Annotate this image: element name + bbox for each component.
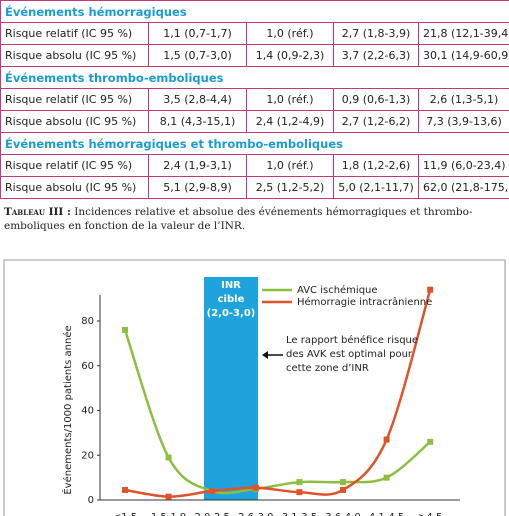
marker [296, 479, 303, 486]
inr-band [204, 277, 258, 500]
section-row: Événements hémorragiques [0, 0, 509, 23]
x-tick-label: 3,1-3,5 [282, 512, 317, 516]
value-cell: 2,7 (1,2-6,2) [333, 110, 419, 133]
value-cell: 2,4 (1,9-3,1) [148, 154, 247, 177]
value-cell: 1,1 (0,7-1,7) [148, 22, 247, 45]
marker [427, 438, 434, 445]
x-tick-label: >4,5 [418, 512, 442, 516]
value-cell: 1,0 (réf.) [246, 88, 334, 111]
row-label: Risque absolu (IC 95 %) [0, 176, 149, 199]
section-row: Événements hémorragiques et thrombo-embo… [0, 132, 509, 155]
y-tick-label: 0 [88, 495, 94, 506]
row-label: Risque absolu (IC 95 %) [0, 44, 149, 67]
x-tick-label: <1,5 [113, 512, 137, 516]
row-label: Risque relatif (IC 95 %) [0, 22, 149, 45]
marker [383, 436, 390, 443]
row-label: Risque relatif (IC 95 %) [0, 154, 149, 177]
x-tick-label: 2,6-3,0 [238, 512, 273, 516]
value-cell: 7,3 (3,9-13,6) [417, 110, 509, 133]
x-tick-label: 3,6-4,0 [325, 512, 360, 516]
marker [122, 486, 128, 493]
row-label: Risque relatif (IC 95 %) [0, 88, 149, 111]
annotation: Le rapport bénéfice risque [286, 334, 418, 346]
data-row: Risque absolu (IC 95 %) 8,1 (4,3-15,1) 2,4… [0, 110, 509, 133]
y-tick-label: 40 [81, 406, 94, 417]
caption-text: Incidences relative et absolue des événe… [4, 206, 473, 232]
value-cell: 3,5 (2,8-4,4) [148, 88, 247, 111]
value-cell: 62,0 (21,8-175,7) [417, 176, 509, 199]
marker [296, 489, 303, 496]
data-row: Risque relatif (IC 95 %) 1,1 (0,7-1,7) 1,0… [0, 22, 509, 45]
marker [340, 479, 346, 486]
marker [383, 474, 390, 481]
y-axis-label: Événements/1000 patients année [61, 325, 74, 494]
row-label: Risque absolu (IC 95 %) [0, 110, 149, 133]
marker [165, 454, 172, 461]
x-tick-label: 4,1-4,5 [369, 512, 404, 516]
value-cell: 1,4 (0,9-2,3) [246, 44, 334, 67]
results-table: Événements hémorragiques Risque relatif (… [0, 0, 509, 199]
annotation: des AVK est optimal pour [286, 349, 413, 360]
legend-label: Hémorragie intracrânienne [297, 296, 432, 308]
x-tick-label: 2,0-2,5 [194, 512, 229, 516]
marker [427, 286, 434, 293]
marker [209, 488, 216, 495]
value-cell: 5,1 (2,9-8,9) [148, 176, 247, 199]
caption-label: Tableau III : [4, 206, 71, 218]
marker [340, 486, 346, 493]
value-cell: 0,9 (0,6-1,3) [333, 88, 419, 111]
y-tick-label: 20 [81, 450, 94, 461]
band-label: INR [221, 280, 241, 291]
value-cell: 2,6 (1,3-5,1) [417, 88, 509, 111]
chart: INR cible (2,0-3,0) 0 20 40 60 80 Événements/100… [3, 259, 506, 516]
caption: Tableau III : Incidences relative et abs… [4, 205, 507, 233]
value-cell: 1,5 (0,7-3,0) [148, 44, 247, 67]
value-cell: 30,1 (14,9-60,9) [417, 44, 509, 67]
section-title: Événements thrombo-emboliques [0, 66, 509, 89]
legend-label: AVC ischémique [297, 284, 378, 296]
section-title: Événements hémorragiques [0, 0, 509, 23]
value-cell: 1,0 (réf.) [246, 22, 334, 45]
value-cell: 1,0 (réf.) [246, 154, 334, 177]
value-cell: 2,5 (1,2-5,2) [246, 176, 334, 199]
section-title: Événements hémorragiques et thrombo-embo… [0, 132, 509, 155]
x-tick-label: 1,5-1,9 [151, 512, 186, 516]
value-cell: 2,7 (1,8-3,9) [333, 22, 419, 45]
data-row: Risque absolu (IC 95 %) 1,5 (0,7-3,0) 1,4 … [0, 44, 509, 67]
marker [165, 493, 172, 500]
value-cell: 1,8 (1,2-2,6) [333, 154, 419, 177]
value-cell: 5,0 (2,1-11,7) [333, 176, 419, 199]
series-line [124, 289, 432, 498]
marker [122, 326, 128, 333]
value-cell: 3,7 (2,2-6,3) [333, 44, 419, 67]
data-row: Risque relatif (IC 95 %) 3,5 (2,8-4,4) 1,0… [0, 88, 509, 111]
value-cell: 2,4 (1,2-4,9) [246, 110, 334, 133]
value-cell: 21,8 (12,1-39,4) [417, 22, 509, 45]
chart-frame [3, 259, 506, 516]
band-label: cible [218, 294, 245, 305]
band-label: (2,0-3,0) [207, 308, 256, 319]
section-row: Événements thrombo-emboliques [0, 66, 509, 89]
marker [252, 484, 259, 491]
y-tick-label: 80 [81, 316, 94, 327]
value-cell: 11,9 (6,0-23,4) [417, 154, 509, 177]
annotation: cette zone d’INR [286, 363, 369, 374]
y-tick-label: 60 [81, 361, 94, 372]
data-row: Risque absolu (IC 95 %) 5,1 (2,9-8,9) 2,5 … [0, 176, 509, 199]
arrow-head [262, 351, 268, 359]
data-row: Risque relatif (IC 95 %) 2,4 (1,9-3,1) 1,0… [0, 154, 509, 177]
value-cell: 8,1 (4,3-15,1) [148, 110, 247, 133]
